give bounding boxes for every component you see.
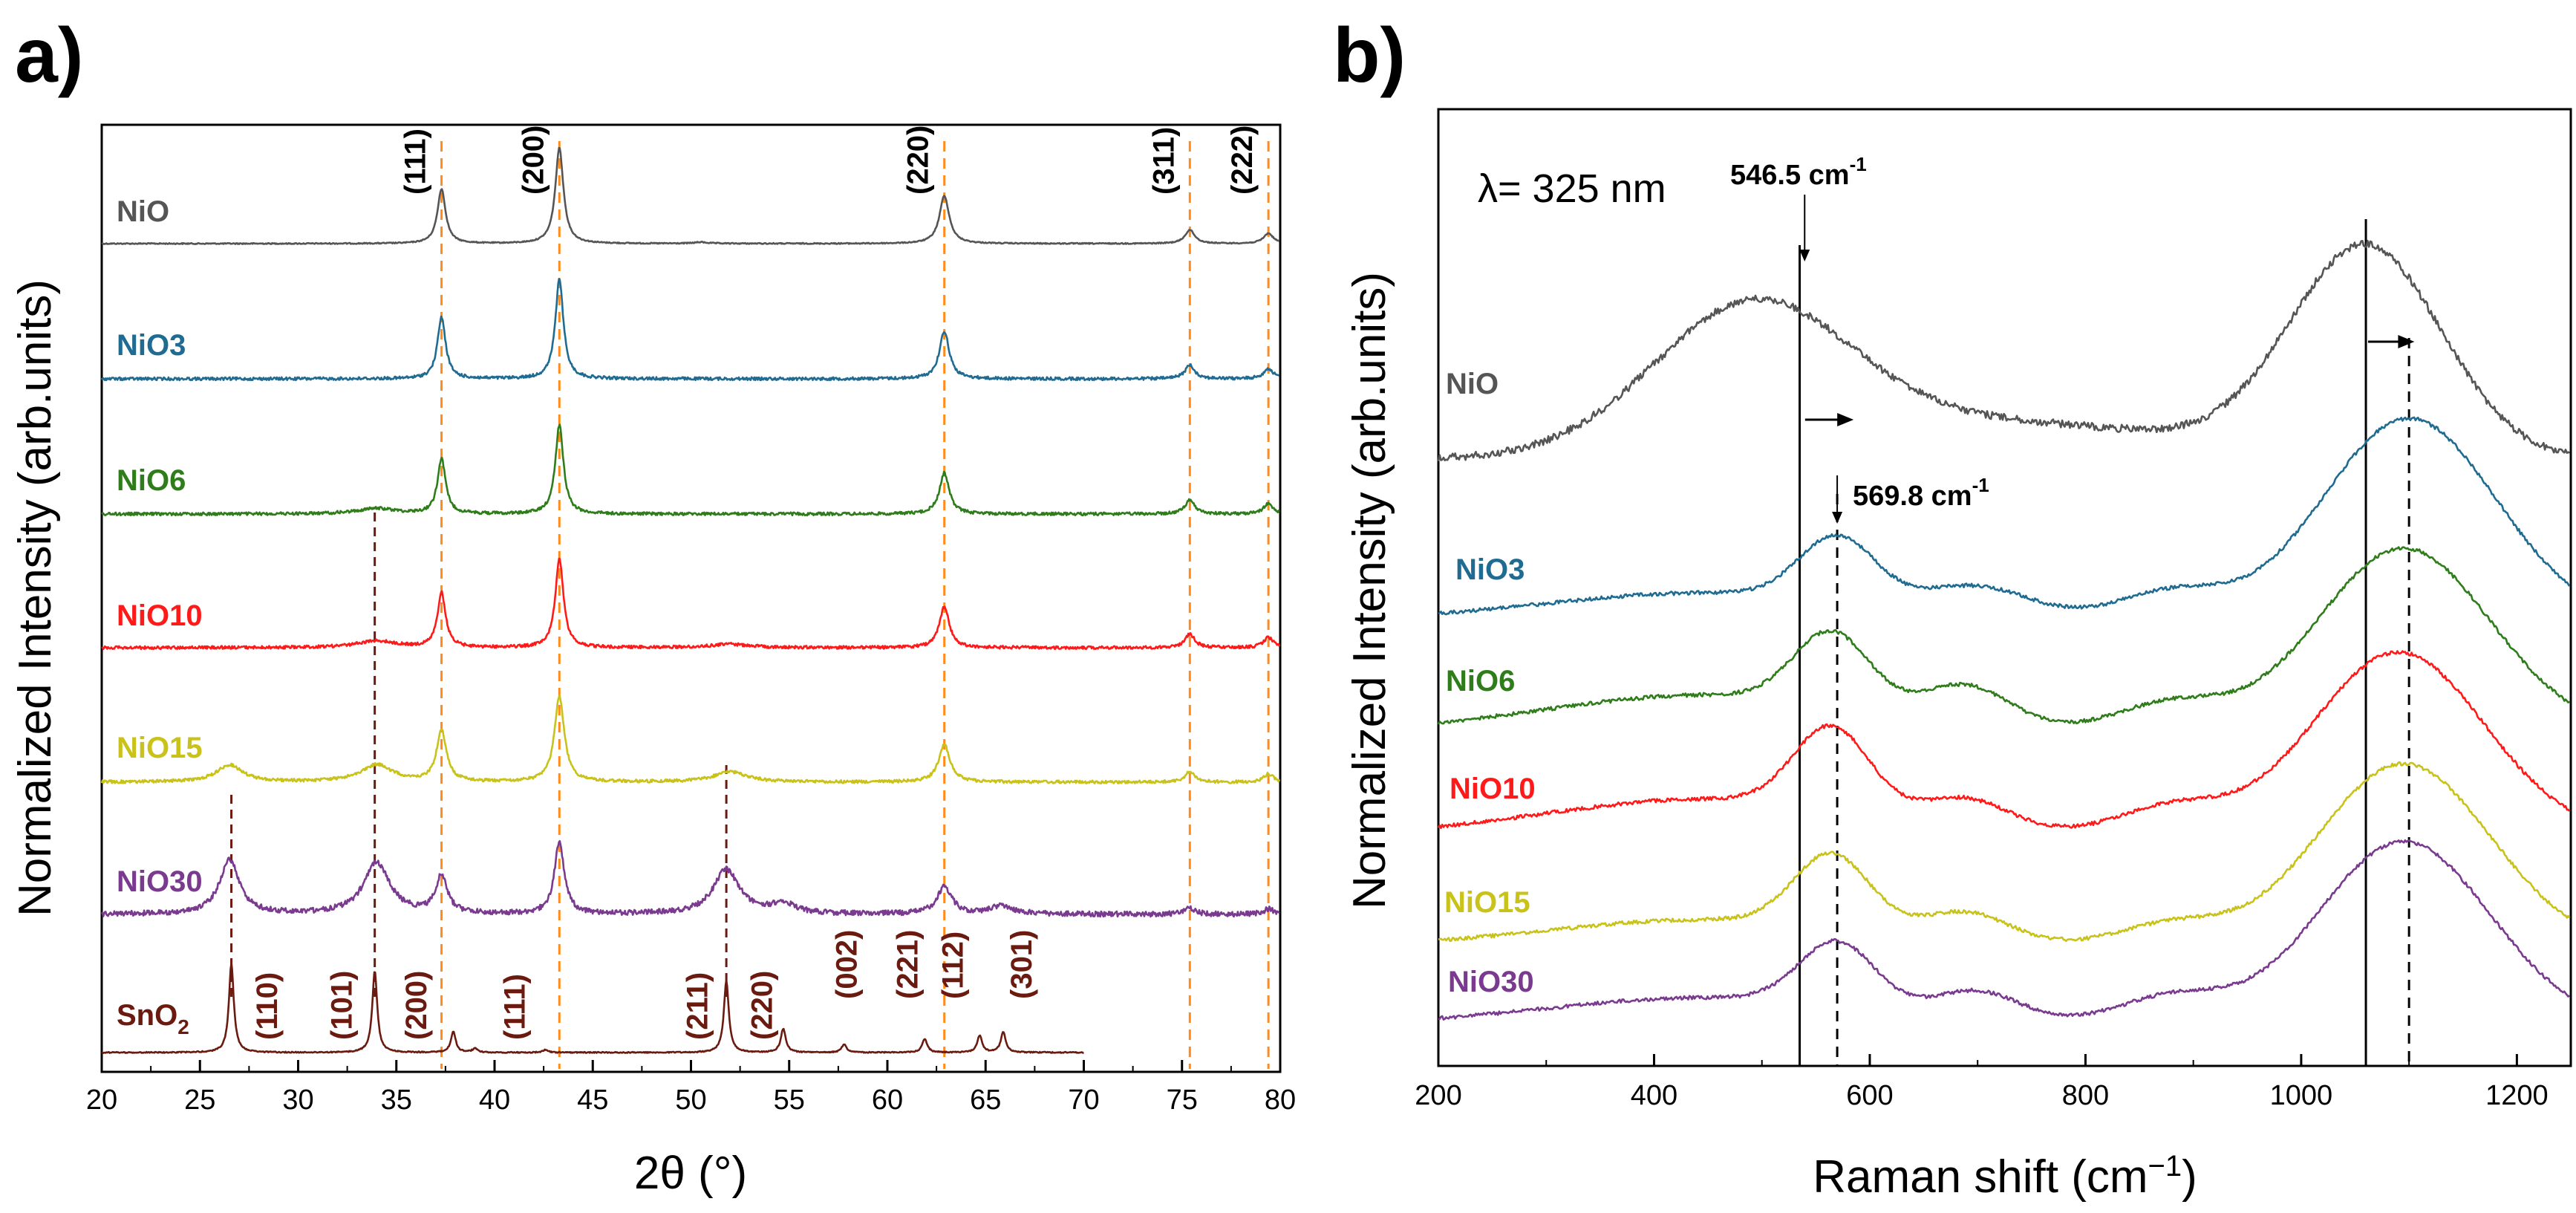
panel-b-label-nio: NiO (1446, 368, 1499, 400)
panel-a-label-nio6: NiO6 (117, 464, 186, 497)
panel-a-sno2-hkl: (002) (830, 930, 863, 999)
panel-b-x-tick-label: 400 (1631, 1080, 1677, 1111)
panel-a-sno2-hkl: (200) (400, 971, 433, 1040)
panel-b-shift-arrow-low-head (1837, 413, 1854, 426)
panel-a-x-axis-title: 2θ (°) (634, 1148, 747, 1199)
panel-b-peak-annotation: 546.5 cm-1 (1730, 153, 1867, 191)
panel-b-trace-nio10 (1437, 650, 2571, 830)
panel-a-nio-hkl: (111) (400, 129, 432, 195)
panel-a-trace-nio30 (100, 840, 1280, 918)
panel-a-x-ticks: 20 25 30 35 40 45 50 55 60 65 70 75 80 (86, 1060, 1296, 1116)
panel-a-nio-hkl: (311) (1147, 127, 1180, 195)
panel-a-sno2-hkl: (112) (936, 931, 969, 999)
panel-b-x-tick-label: 1200 (2485, 1080, 2549, 1111)
panel-a-x-tick-label: 80 (1265, 1084, 1296, 1116)
panel-a-sno2-hkl: (221) (891, 930, 924, 999)
panel-a-x-tick-label: 50 (675, 1084, 706, 1116)
panel-a-x-tick-label: 60 (872, 1084, 903, 1116)
panel-a-guide-lines (230, 141, 1270, 1069)
panel-b-shift-arrow-high-head (2398, 335, 2415, 348)
panel-b-label-nio10: NiO10 (1450, 773, 1536, 805)
panel-a-x-tick-label: 30 (282, 1084, 313, 1116)
panel-a-sno2-hkl: (111) (498, 974, 531, 1040)
panel-a: a) (111) (200) (220) (311) (222) (110) (101) (2… (10, 13, 1296, 1199)
panel-a-y-axis-title: Normalized Intensity (arb.units) (10, 279, 61, 917)
panel-b-trace-nio15 (1438, 761, 2571, 943)
panel-a-sno2-hkl: (110) (251, 972, 284, 1040)
panel-a-x-tick-label: 70 (1068, 1084, 1099, 1116)
panel-a-x-tick-label: 40 (479, 1084, 510, 1116)
panel-b-peak-annotations: 546.5 cm-1 569.8 cm-1 (1730, 153, 1989, 524)
panel-a-x-tick-label: 20 (86, 1084, 117, 1116)
panel-a-x-tick-label: 75 (1167, 1084, 1198, 1116)
panel-a-x-tick-label: 45 (577, 1084, 608, 1116)
panel-a-label-nio30: NiO30 (117, 865, 203, 898)
panel-b-peak-annotation: 569.8 cm-1 (1853, 474, 1989, 512)
panel-a-label-sno2: SnO2 (117, 999, 189, 1038)
panel-a-x-tick-label: 35 (381, 1084, 412, 1116)
panel-a-x-tick-label: 25 (184, 1084, 215, 1116)
panel-b-label-nio3: NiO3 (1455, 553, 1525, 586)
panel-b-trace-nio30 (1438, 839, 2570, 1021)
panel-a-sno2-hkl: (101) (326, 971, 359, 1040)
panel-a-sno2-hkl: (220) (746, 971, 779, 1040)
panel-b-letter: b) (1333, 13, 1406, 99)
panel-a-traces (100, 146, 1281, 1054)
panel-b-trace-nio3 (1438, 416, 2571, 616)
panel-b: b) NiO NiO3 NiO6 NiO10 NiO15 NiO30 200 400 600 8… (1333, 13, 2572, 1203)
panel-a-hkl-labels: (111) (200) (220) (311) (222) (110) (101) (200)… (251, 126, 1259, 1040)
panel-a-nio-hkl: (200) (517, 126, 550, 195)
panel-b-x-tick-label: 600 (1846, 1080, 1893, 1111)
panel-b-frame (1437, 108, 2572, 1067)
panel-a-label-nio: NiO (117, 195, 169, 228)
panel-a-trace-nio6 (101, 423, 1280, 517)
panel-a-x-tick-label: 65 (970, 1084, 1001, 1116)
panel-b-traces (1437, 239, 2571, 1021)
panel-b-x-axis-title: Raman shift (cm−1) (1813, 1150, 2197, 1203)
panel-a-label-nio15: NiO15 (117, 732, 203, 764)
wavelength-label: λ= 325 nm (1478, 166, 1666, 211)
panel-b-trace-nio (1437, 239, 2570, 462)
panel-a-trace-nio (101, 146, 1280, 245)
panel-b-x-ticks: 200 400 600 800 1000 1200 (1415, 1054, 2549, 1111)
panel-a-trace-nio10 (101, 557, 1281, 651)
panel-b-x-tick-label: 200 (1415, 1080, 1461, 1111)
panel-a-x-tick-label: 55 (774, 1084, 805, 1116)
panel-b-y-axis-title: Normalized Intensity (arb.units) (1344, 272, 1395, 909)
panel-a-nio-hkl: (222) (1226, 126, 1259, 195)
panel-b-x-tick-label: 1000 (2270, 1080, 2333, 1111)
panel-b-x-tick-label: 800 (2062, 1080, 2109, 1111)
panel-a-trace-nio3 (100, 278, 1280, 382)
panel-a-trace-sno2 (101, 962, 1084, 1054)
panel-a-sno2-hkl: (301) (1005, 930, 1038, 999)
panel-a-sno2-hkl: (211) (681, 972, 714, 1040)
panel-b-label-nio6: NiO6 (1446, 665, 1515, 697)
panel-a-label-nio3: NiO3 (117, 329, 186, 362)
panel-a-trace-nio15 (100, 695, 1281, 784)
panel-b-annotation-pointer-head (1832, 512, 1843, 524)
panel-a-label-nio10: NiO10 (117, 599, 203, 632)
panel-b-label-nio15: NiO15 (1444, 886, 1530, 919)
panel-b-trace-nio6 (1437, 546, 2570, 725)
panel-a-frame (100, 123, 1282, 1073)
panel-a-letter: a) (15, 13, 83, 99)
panel-a-nio-hkl: (220) (902, 126, 935, 195)
panel-b-sample-labels: NiO NiO3 NiO6 NiO10 NiO15 NiO30 (1444, 368, 1536, 998)
panel-b-label-nio30: NiO30 (1448, 966, 1534, 998)
panel-b-annotation-pointer-head (1799, 250, 1810, 261)
panel-a-sample-labels: NiO NiO3 NiO6 NiO10 NiO15 NiO30 SnO2 (117, 195, 203, 1038)
panel-b-guide-lines (1799, 219, 2415, 1066)
